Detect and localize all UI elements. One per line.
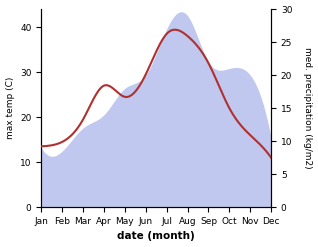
Y-axis label: max temp (C): max temp (C) — [5, 77, 15, 139]
Y-axis label: med. precipitation (kg/m2): med. precipitation (kg/m2) — [303, 47, 313, 169]
X-axis label: date (month): date (month) — [117, 231, 195, 242]
